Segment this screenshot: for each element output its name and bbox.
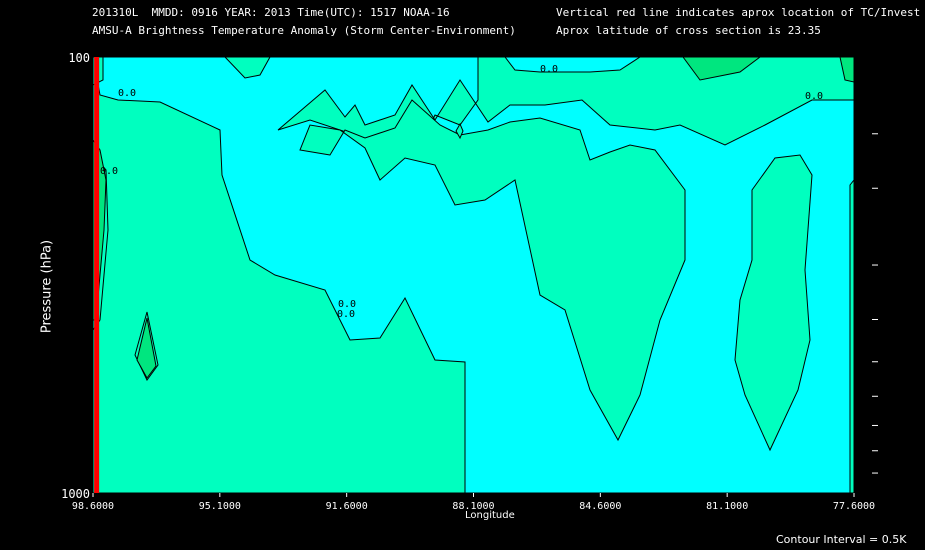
x-tick-label: 95.1000 — [199, 501, 241, 512]
x-tick-label: 98.6000 — [72, 501, 114, 512]
y-axis-ticks: 100 1000 — [61, 51, 878, 501]
y-tick-label: 100 — [68, 51, 90, 65]
region-tiny-diamond — [455, 122, 464, 140]
region-right-edge-strip — [849, 179, 854, 493]
header-line2-right: Aprox latitude of cross section is 23.35 — [556, 24, 821, 37]
x-axis-ticks: 98.6000 95.1000 91.6000 88.1000 84.6000 81.10… — [72, 493, 875, 512]
region-small-high — [136, 317, 157, 379]
y-axis-label: Pressure (hPa) — [39, 239, 55, 334]
region-blob-top — [224, 57, 271, 79]
contour-label: 0.0 — [805, 91, 823, 102]
x-tick-label: 91.6000 — [326, 501, 368, 512]
region-left-lower — [93, 57, 466, 493]
x-tick-label: 81.1000 — [706, 501, 748, 512]
y-tick-label: 1000 — [61, 487, 90, 501]
contour-label: 0.0 — [338, 299, 356, 310]
region-top-right-high-2 — [839, 57, 854, 83]
contour-label: 0.0 — [337, 309, 355, 320]
x-tick-label: 77.6000 — [833, 501, 875, 512]
x-axis-label: Longitude — [465, 510, 515, 521]
contour-interval: Contour Interval = 0.5K — [776, 533, 907, 546]
x-tick-label: 84.6000 — [579, 501, 621, 512]
contour-label: 0.0 — [118, 88, 136, 99]
anomaly-field — [93, 57, 854, 493]
region-right-lobe — [734, 154, 813, 452]
header-line2-left: AMSU-A Brightness Temperature Anomaly (S… — [92, 24, 516, 37]
header-line1-right: Vertical red line indicates aprox locati… — [556, 6, 921, 19]
contour-label: 0.0 — [540, 64, 558, 75]
header-line1-left: 201310L MMDD: 0916 YEAR: 2013 Time(UTC):… — [92, 6, 450, 19]
contour-label: 0.0 — [100, 166, 118, 177]
contour-labels: 0.00.00.00.00.00.0 — [100, 64, 823, 320]
region-top-right-high — [682, 57, 761, 81]
x-tick-label: 88.1000 — [452, 501, 494, 512]
region-central-tongue — [299, 99, 686, 442]
